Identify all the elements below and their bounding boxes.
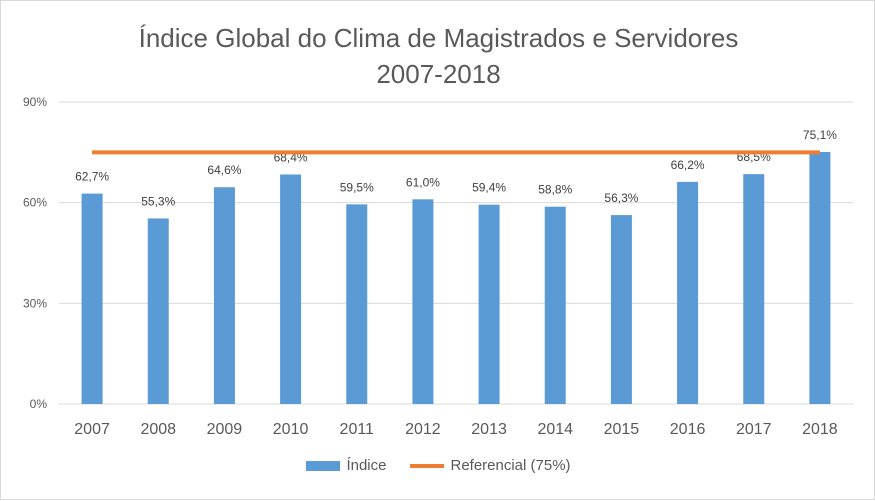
legend-swatch-bars bbox=[306, 460, 341, 471]
data-label: 56,3% bbox=[604, 191, 638, 205]
bar bbox=[147, 218, 169, 404]
bar bbox=[213, 187, 235, 404]
y-tick-label: 30% bbox=[23, 296, 47, 310]
data-label: 61,0% bbox=[406, 175, 440, 189]
data-label: 59,5% bbox=[340, 180, 374, 194]
data-label: 75,1% bbox=[803, 128, 837, 142]
legend-entry-bars: Índice bbox=[306, 457, 386, 474]
x-tick-label: 2011 bbox=[340, 421, 375, 438]
bar bbox=[478, 204, 500, 404]
bar bbox=[610, 215, 632, 404]
bar bbox=[677, 181, 699, 404]
chart-subtitle: 2007-2018 bbox=[376, 59, 501, 89]
x-tick-label: 2018 bbox=[802, 421, 838, 438]
bar bbox=[809, 151, 831, 404]
bar bbox=[346, 204, 368, 404]
bar bbox=[743, 174, 765, 404]
y-tick-label: 60% bbox=[23, 196, 47, 210]
y-tick-label: 0% bbox=[30, 397, 48, 411]
data-label: 59,4% bbox=[472, 181, 506, 195]
x-tick-label: 2014 bbox=[537, 421, 573, 438]
chart-legend: Índice Referencial (75%) bbox=[1, 457, 875, 474]
x-tick-label: 2012 bbox=[405, 421, 441, 438]
x-tick-label: 2017 bbox=[736, 421, 772, 438]
bar bbox=[280, 174, 302, 404]
bar bbox=[544, 206, 566, 404]
data-label: 66,2% bbox=[671, 158, 705, 172]
x-tick-label: 2016 bbox=[670, 421, 706, 438]
legend-swatch-line bbox=[410, 463, 445, 468]
data-label: 62,7% bbox=[75, 170, 109, 184]
x-tick-label: 2015 bbox=[604, 421, 640, 438]
chart-title: Índice Global do Clima de Magistrados e … bbox=[138, 23, 739, 53]
x-tick-label: 2010 bbox=[273, 421, 309, 438]
legend-label-line: Referencial (75%) bbox=[450, 457, 571, 474]
x-tick-label: 2007 bbox=[74, 421, 110, 438]
data-label: 55,3% bbox=[141, 194, 175, 208]
data-label: 58,8% bbox=[538, 183, 572, 197]
x-tick-label: 2013 bbox=[471, 421, 507, 438]
x-tick-label: 2009 bbox=[207, 421, 243, 438]
x-tick-label: 2008 bbox=[140, 421, 176, 438]
y-tick-label: 90% bbox=[23, 95, 47, 109]
bar bbox=[412, 199, 434, 404]
legend-label-bars: Índice bbox=[346, 457, 387, 474]
bar bbox=[81, 193, 103, 404]
data-label: 64,6% bbox=[207, 163, 241, 177]
legend-entry-line: Referencial (75%) bbox=[410, 457, 571, 474]
